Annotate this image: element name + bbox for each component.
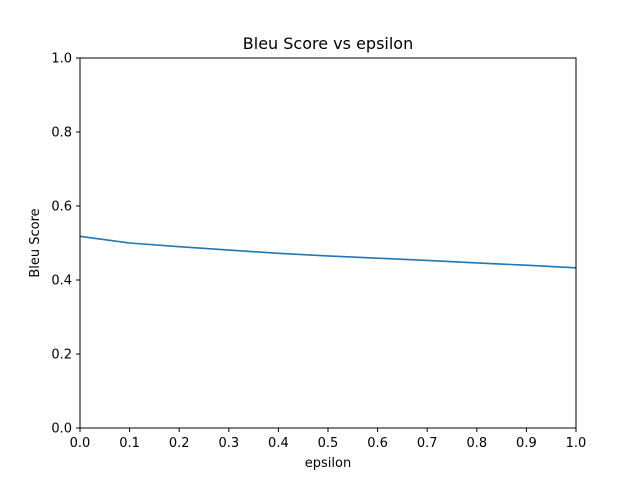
- x-tick-label: 0.8: [466, 436, 487, 451]
- series-line: [79, 235, 577, 269]
- x-tick-label: 1.0: [566, 436, 587, 451]
- y-tick-label: 0.2: [51, 348, 72, 363]
- x-axis-label: epsilon: [305, 456, 351, 471]
- series-group: [79, 235, 577, 269]
- y-tick-label: 0.6: [51, 200, 72, 215]
- y-tick-label: 0.0: [51, 422, 72, 437]
- x-tick-label: 0.5: [318, 436, 339, 451]
- x-axis-ticks: 0.0 0.1 0.2 0.3 0.4 0.5 0.6 0.7 0.8 0.9 1.0: [70, 428, 587, 451]
- x-tick-label: 0.4: [268, 436, 289, 451]
- plot-frame: [79, 57, 577, 429]
- y-axis-label: Bleu Score: [28, 208, 43, 277]
- x-tick-label: 0.1: [119, 436, 140, 451]
- x-tick-label: 0.7: [417, 436, 438, 451]
- chart-title: Bleu Score vs epsilon: [243, 34, 413, 53]
- y-axis-ticks: 0.0 0.2 0.4 0.6 0.8 1.0: [51, 52, 80, 437]
- x-tick-label: 0.2: [169, 436, 190, 451]
- x-tick-label: 0.3: [218, 436, 239, 451]
- x-tick-label: 0.9: [516, 436, 537, 451]
- y-tick-label: 0.8: [51, 126, 72, 141]
- y-tick-label: 1.0: [51, 52, 72, 67]
- x-tick-label: 0.6: [367, 436, 388, 451]
- y-tick-label: 0.4: [51, 274, 72, 289]
- x-tick-label: 0.0: [70, 436, 91, 451]
